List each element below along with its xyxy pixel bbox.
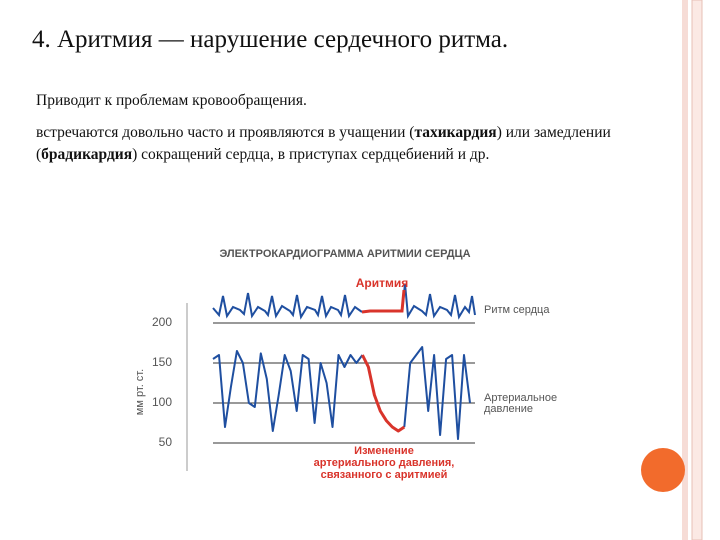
text-run: встречаются довольно часто и проявляются… bbox=[36, 124, 415, 141]
slide-title: 4. Аритмия — нарушение сердечного ритма. bbox=[32, 26, 509, 53]
y-tick-label: 100 bbox=[152, 395, 172, 409]
annotation: Аритмия bbox=[356, 276, 409, 290]
annotation: Изменение bbox=[354, 445, 414, 457]
text-run: брадикардия bbox=[41, 146, 133, 163]
pressure-line bbox=[361, 354, 406, 433]
ecg-trace bbox=[212, 283, 476, 320]
text-run: ) сокращений сердца, в приступах сердцеб… bbox=[132, 146, 490, 163]
y-tick-label: 200 bbox=[152, 315, 172, 329]
y-tick-label: 50 bbox=[159, 435, 173, 449]
figure-title: ЭЛЕКТРОКАРДИОГРАММА АРИТМИИ СЕРДЦА bbox=[219, 248, 470, 260]
paragraph: встречаются довольно часто и проявляются… bbox=[36, 122, 646, 166]
annotation: давление bbox=[484, 403, 533, 415]
paragraph: Приводит к проблемам кровообращения. bbox=[36, 92, 307, 109]
ecg-arrhythmia bbox=[361, 289, 406, 314]
y-tick-label: 150 bbox=[152, 355, 172, 369]
annotation: Артериальное bbox=[484, 392, 557, 404]
y-axis-label: мм рт. ст. bbox=[134, 369, 146, 415]
text-run: тахикардия bbox=[414, 124, 497, 141]
decor-strip bbox=[691, 0, 703, 540]
decor-circle bbox=[641, 448, 685, 492]
annotation: артериального давления, bbox=[314, 457, 455, 469]
annotation: Ритм сердца bbox=[484, 304, 550, 316]
decor-strip bbox=[682, 0, 688, 540]
text-run: ) или замедлении ( bbox=[36, 124, 611, 163]
annotation: связанного с аритмией bbox=[321, 469, 448, 481]
pressure-line bbox=[212, 346, 471, 440]
